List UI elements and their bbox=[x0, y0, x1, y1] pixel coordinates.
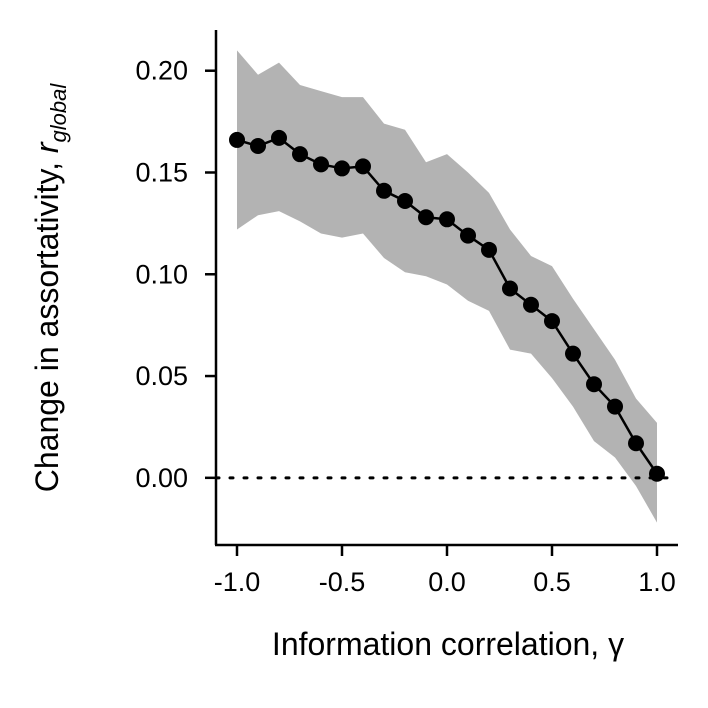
y-ticks: 0.00 0.05 0.10 0.15 0.20 bbox=[135, 56, 216, 493]
y-axis-title-prefix: Change in assortativity, bbox=[29, 153, 65, 492]
data-point bbox=[229, 131, 245, 148]
data-point bbox=[586, 376, 602, 393]
data-point bbox=[355, 158, 371, 175]
data-point bbox=[502, 280, 518, 297]
y-tick-label: 0.20 bbox=[135, 56, 188, 86]
data-point bbox=[628, 435, 644, 452]
y-axis-title-subscript: global bbox=[46, 83, 71, 143]
data-point bbox=[250, 138, 266, 155]
x-axis-title: Information correlation, γ bbox=[272, 626, 624, 662]
data-point bbox=[334, 160, 350, 177]
data-point bbox=[376, 182, 392, 199]
confidence-band-layer bbox=[237, 50, 657, 523]
x-tick-label: -0.5 bbox=[319, 567, 366, 597]
data-point bbox=[649, 465, 665, 482]
x-ticks: -1.0 -0.5 0.0 0.5 1.0 bbox=[214, 545, 676, 597]
data-point bbox=[565, 345, 581, 362]
x-tick-label: 0.0 bbox=[428, 567, 466, 597]
data-point bbox=[544, 313, 560, 330]
confidence-band bbox=[237, 50, 657, 523]
data-point bbox=[292, 146, 308, 163]
data-point bbox=[481, 241, 497, 258]
data-point-layer bbox=[229, 129, 665, 482]
data-point bbox=[397, 192, 413, 209]
data-point bbox=[460, 227, 476, 244]
data-point bbox=[271, 129, 287, 146]
data-point bbox=[313, 156, 329, 173]
data-point bbox=[439, 211, 455, 228]
x-tick-label: 0.5 bbox=[533, 567, 571, 597]
x-tick-label: 1.0 bbox=[638, 567, 676, 597]
y-axis-title-variable: r bbox=[29, 141, 65, 153]
y-tick-label: 0.05 bbox=[135, 361, 188, 391]
y-tick-label: 0.15 bbox=[135, 157, 188, 187]
data-point bbox=[418, 209, 434, 226]
y-tick-label: 0.00 bbox=[135, 463, 188, 493]
x-tick-label: -1.0 bbox=[214, 567, 261, 597]
data-point bbox=[607, 398, 623, 415]
y-axis-title: Change in assortativity, rglobal bbox=[29, 83, 71, 493]
data-point bbox=[523, 296, 539, 313]
y-tick-label: 0.10 bbox=[135, 259, 188, 289]
